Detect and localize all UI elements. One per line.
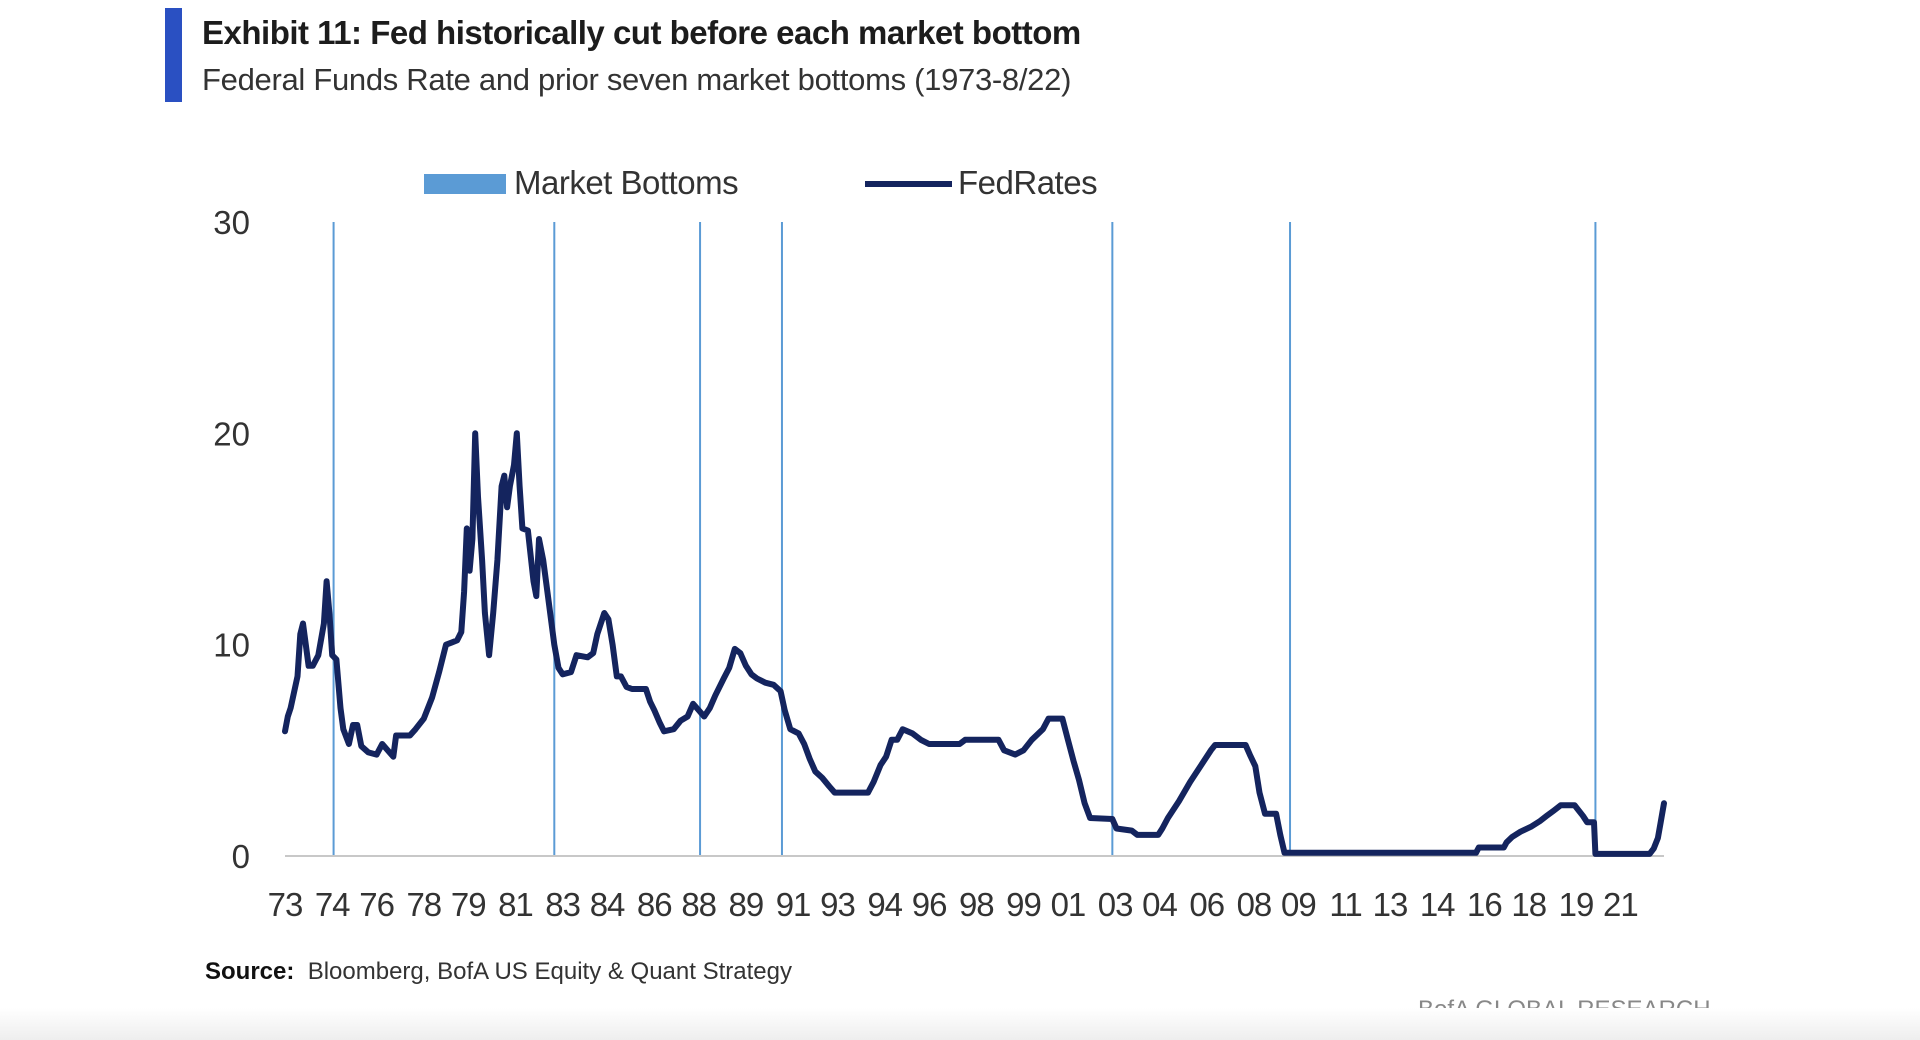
x-tick-label: 96 [912, 886, 947, 923]
x-tick-label: 74 [315, 886, 350, 923]
y-tick-label: 20 [213, 415, 250, 452]
x-tick-label: 11 [1329, 886, 1361, 923]
x-tick-label: 88 [681, 886, 716, 923]
chart-subtitle: Federal Funds Rate and prior seven marke… [202, 62, 1072, 97]
x-tick-label: 06 [1189, 886, 1224, 923]
x-tick-label: 13 [1373, 886, 1408, 923]
x-tick-label: 76 [359, 886, 394, 923]
x-axis: 73 74 76 78 79 81 83 84 86 88 89 91 93 94 96 98 99 01 03 04… [268, 886, 1639, 923]
x-tick-label: 91 [776, 886, 811, 923]
x-tick-label: 83 [545, 886, 580, 923]
source-text: Bloomberg, BofA US Equity & Quant Strate… [307, 958, 792, 985]
x-tick-label: 79 [451, 886, 486, 923]
x-tick-label: 16 [1467, 886, 1502, 923]
x-tick-label: 86 [637, 886, 672, 923]
source-label: Source: [205, 958, 295, 985]
x-tick-label: 98 [959, 886, 994, 923]
x-tick-label: 93 [820, 886, 855, 923]
legend-market-bottoms-label: Market Bottoms [514, 164, 738, 201]
x-tick-label: 99 [1006, 886, 1041, 923]
x-tick-label: 81 [498, 886, 533, 923]
chart-title: Exhibit 11: Fed historically cut before … [202, 14, 1081, 51]
x-tick-label: 01 [1051, 886, 1086, 923]
x-tick-label: 18 [1511, 886, 1546, 923]
y-tick-label: 30 [213, 204, 250, 241]
bottom-shade [0, 1008, 1920, 1040]
x-tick-label: 19 [1559, 886, 1594, 923]
y-axis: 0 10 20 30 [213, 204, 250, 875]
x-tick-label: 14 [1420, 886, 1455, 923]
title-accent-bar [165, 8, 182, 102]
market-bottoms-layer [332, 222, 1597, 856]
x-tick-label: 08 [1237, 886, 1272, 923]
x-tick-label: 04 [1142, 886, 1177, 923]
y-tick-label: 0 [232, 838, 250, 875]
x-tick-label: 73 [268, 886, 303, 923]
legend: Market Bottoms FedRates [424, 164, 1098, 201]
legend-market-bottoms-swatch [424, 174, 506, 194]
x-tick-label: 84 [590, 886, 625, 923]
legend-fedrates-label: FedRates [958, 164, 1097, 201]
y-tick-label: 10 [213, 627, 250, 664]
x-tick-label: 03 [1098, 886, 1133, 923]
x-tick-label: 89 [729, 886, 764, 923]
x-tick-label: 94 [867, 886, 902, 923]
x-tick-label: 78 [406, 886, 441, 923]
x-tick-label: 21 [1603, 886, 1638, 923]
x-tick-label: 09 [1281, 886, 1316, 923]
fedrates-series-line [282, 430, 1667, 857]
source-note: Source: Bloomberg, BofA US Equity & Quan… [205, 958, 792, 986]
